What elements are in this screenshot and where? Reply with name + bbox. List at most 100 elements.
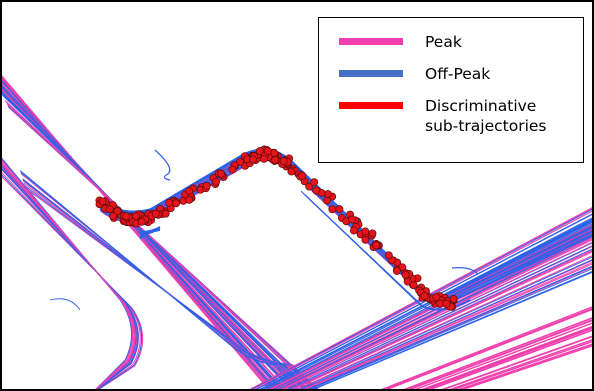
trajectory-line: [0, 170, 141, 391]
trajectory-line: [288, 250, 594, 391]
discriminative-point: [305, 182, 314, 191]
discriminative-point: [271, 155, 280, 164]
discriminative-point: [348, 215, 357, 224]
discriminative-point: [449, 294, 458, 303]
discriminative-point: [403, 277, 412, 286]
legend-label-discriminative: Discriminative sub-trajectories: [425, 97, 547, 135]
discriminative-point: [122, 212, 131, 221]
legend-label-off-peak: Off-Peak: [425, 65, 491, 83]
trajectory-curl: [154, 149, 171, 181]
trajectory-line: [285, 247, 594, 391]
trajectory-line: [456, 344, 594, 391]
trajectory-line: [416, 325, 594, 391]
trajectory-line: [0, 155, 133, 391]
trajectory-line: [0, 85, 299, 391]
discriminative-point: [384, 251, 393, 260]
trajectory-line: [24, 185, 314, 391]
legend: Peak Off-Peak Discriminative sub-traject…: [318, 17, 584, 163]
trajectory-line: [0, 157, 134, 391]
discriminative-point: [392, 266, 401, 275]
trajectory-line: [0, 89, 306, 391]
discriminative-point: [161, 209, 170, 218]
discriminative-points: [95, 145, 458, 311]
discriminative-point: [217, 169, 226, 178]
trajectory-line: [376, 305, 594, 391]
discriminative-point: [172, 199, 180, 208]
trajectory-line: [287, 249, 594, 391]
trajectory-line: [275, 237, 594, 391]
trajectory-curl: [451, 267, 479, 275]
trajectory-line: [292, 254, 594, 391]
discriminative-point: [98, 197, 107, 206]
trajectory-line: [0, 83, 295, 391]
trajectory-line: [139, 227, 161, 235]
discriminative-point: [137, 217, 146, 226]
discriminative-point: [442, 299, 451, 308]
trajectory-line: [437, 335, 594, 391]
discriminative-point: [298, 171, 307, 180]
trajectory-line: [402, 318, 594, 391]
discriminative-point: [212, 177, 220, 186]
discriminative-point: [349, 226, 358, 235]
trajectory-line: [306, 196, 471, 311]
legend-swatch-off-peak: [339, 70, 403, 77]
discriminative-point: [264, 147, 272, 156]
discriminative-point: [323, 190, 332, 199]
trajectory-line: [279, 240, 594, 391]
discriminative-point: [109, 212, 118, 221]
trajectory-line: [252, 212, 594, 391]
discriminative-point: [361, 227, 370, 236]
trajectory-line: [0, 165, 139, 391]
trajectory-line: [423, 328, 594, 391]
trajectory-line: [4, 100, 316, 391]
trajectory-line: [300, 262, 594, 391]
trajectory-line: [0, 76, 280, 391]
discriminative-point: [165, 198, 174, 207]
trajectory-line: [298, 261, 594, 391]
discriminative-point: [279, 157, 288, 166]
trajectory-line: [282, 244, 594, 391]
discriminative-point: [328, 205, 337, 214]
legend-swatch-discriminative: [339, 102, 403, 109]
discriminative-point: [151, 209, 160, 218]
trajectory-line: [255, 216, 594, 391]
trajectory-line: [276, 238, 594, 391]
discriminative-point: [236, 157, 245, 166]
discriminative-point: [287, 167, 296, 176]
trajectory-line: [447, 340, 594, 391]
discriminative-point: [228, 165, 237, 174]
trajectory-line: [20, 172, 300, 391]
discriminative-point: [432, 293, 441, 302]
trajectory-line: [139, 226, 161, 233]
discriminative-point: [185, 187, 194, 195]
trajectory-line: [419, 326, 594, 391]
trajectory-line: [307, 270, 594, 391]
discriminative-point: [398, 263, 407, 272]
trajectory-line: [443, 338, 594, 391]
discriminative-point: [202, 181, 211, 190]
discriminative-point: [335, 205, 344, 214]
trajectory-line: [296, 258, 594, 391]
discriminative-point: [185, 195, 194, 204]
legend-swatch-peak: [339, 38, 403, 45]
trajectory-line: [0, 159, 135, 391]
trajectory-line: [452, 342, 594, 391]
discriminative-point: [310, 178, 319, 187]
discriminative-point: [113, 207, 122, 216]
discriminative-point: [368, 229, 377, 238]
trajectory-line: [302, 265, 594, 391]
discriminative-point: [361, 235, 370, 244]
discriminative-point: [105, 205, 114, 214]
trajectory-line: [0, 172, 143, 391]
trajectory-line: [398, 316, 594, 391]
discriminative-point: [260, 154, 268, 163]
discriminative-point: [312, 186, 321, 195]
discriminative-point: [372, 241, 381, 250]
trajectory-line: [0, 161, 136, 391]
discriminative-point: [420, 292, 429, 301]
legend-label-peak: Peak: [425, 33, 462, 51]
trajectory-line: [139, 228, 161, 238]
trajectory-curl: [49, 298, 81, 311]
